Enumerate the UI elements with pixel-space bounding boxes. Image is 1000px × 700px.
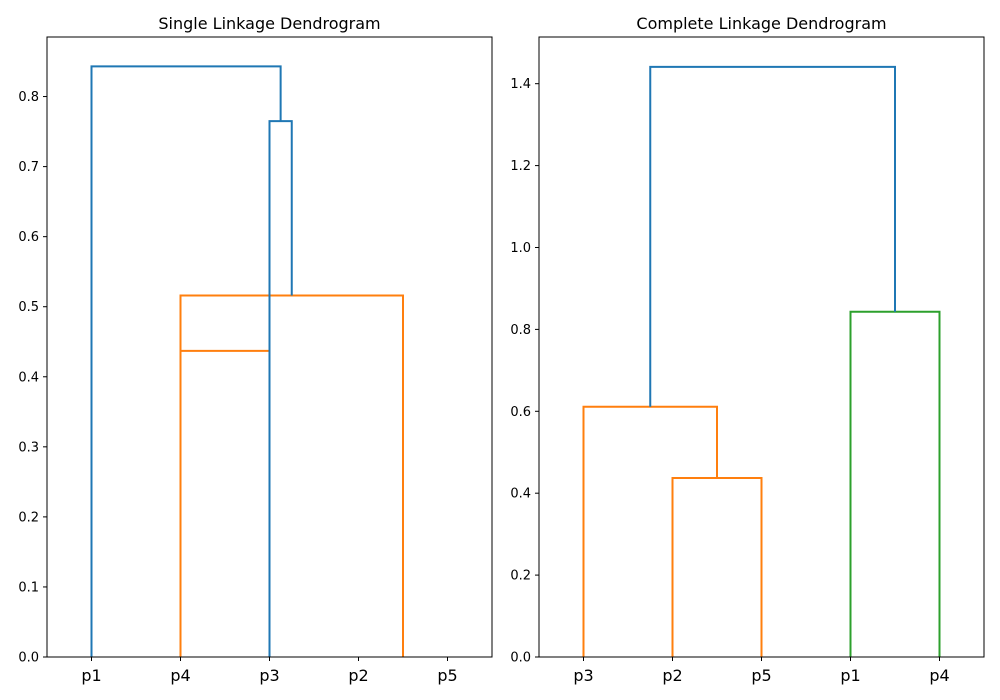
leaf-label-p4: p4	[929, 666, 949, 685]
single-linkage-title: Single Linkage Dendrogram	[158, 14, 380, 33]
y-tick-label: 1.2	[510, 159, 531, 174]
leaf-label-p3: p3	[259, 666, 279, 685]
leaf-label-p2: p2	[348, 666, 368, 685]
y-tick-label: 0.0	[18, 651, 39, 666]
dendrogram-link	[649, 65, 896, 407]
y-tick-label: 0.1	[18, 580, 39, 595]
y-tick-label: 0.5	[18, 300, 39, 315]
y-tick-label: 0.4	[18, 370, 39, 385]
leaf-label-p5: p5	[751, 666, 771, 685]
y-tick-label: 0.4	[510, 487, 531, 502]
y-tick-label: 0.6	[18, 230, 39, 245]
dendrogram-link	[671, 477, 763, 657]
y-tick-label: 0.2	[510, 569, 531, 584]
y-tick-label: 0.7	[18, 160, 39, 175]
leaf-label-p1: p1	[840, 666, 860, 685]
dendrogram-link	[849, 310, 941, 657]
y-tick-label: 1.4	[510, 77, 531, 92]
complete-linkage-panel: Complete Linkage Dendrogram 0.0 0.2 0.4 0.6…	[510, 14, 985, 685]
leaf-label-p2: p2	[662, 666, 682, 685]
complete-linkage-title: Complete Linkage Dendrogram	[636, 14, 886, 33]
leaf-label-p3: p3	[573, 666, 593, 685]
leaf-label-p4: p4	[170, 666, 190, 685]
dendrogram-link	[90, 65, 282, 657]
y-tick-label: 0.3	[18, 440, 39, 455]
leaf-label-p1: p1	[81, 666, 101, 685]
single-linkage-panel: Single Linkage Dendrogram 0.0 0.1 0.2 0.3 0.…	[18, 14, 493, 685]
dendrogram-link	[179, 349, 271, 657]
y-tick-label: 0.8	[510, 323, 531, 338]
dendrogram-link	[179, 294, 404, 657]
y-tick-label: 0.2	[18, 510, 39, 525]
dendrogram-link	[582, 405, 718, 657]
y-tick-label: 0.0	[510, 651, 531, 666]
y-tick-label: 1.0	[510, 241, 531, 256]
leaf-label-p5: p5	[437, 666, 457, 685]
dendrogram-link	[268, 120, 293, 657]
y-tick-label: 0.8	[18, 90, 39, 105]
y-tick-label: 0.6	[510, 405, 531, 420]
